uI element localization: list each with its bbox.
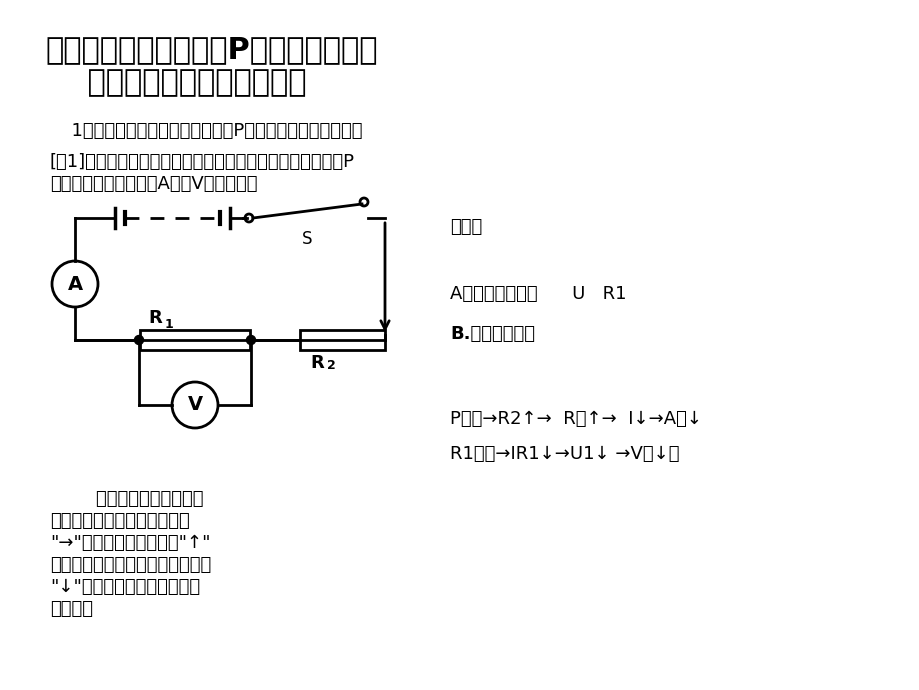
Text: 1．串联电路中滑动变阻器的滑片P的位置的变化引起的变化: 1．串联电路中滑动变阻器的滑片P的位置的变化引起的变化	[60, 122, 362, 140]
Text: 一、滑动变阻器的滑片P的位置的变化引: 一、滑动变阻器的滑片P的位置的变化引	[45, 35, 377, 64]
Text: 数减小。: 数减小。	[50, 600, 93, 618]
Text: S: S	[301, 230, 312, 248]
Text: R1不变→IR1↓→U1↓ →V表↓。: R1不变→IR1↓→U1↓ →V表↓。	[449, 445, 679, 463]
Text: [例1]如下图，是典型的伏安法测电阻的实验电路图，当滑片P: [例1]如下图，是典型的伏安法测电阻的实验电路图，当滑片P	[50, 153, 355, 171]
Text: 本题中，为了分析表达: 本题中，为了分析表达	[50, 490, 203, 508]
Circle shape	[246, 335, 255, 344]
Text: A．不变的物理量      U   R1: A．不变的物理量 U R1	[449, 285, 626, 303]
Text: B.电路动态分析: B.电路动态分析	[449, 325, 535, 343]
Text: 1: 1	[165, 318, 174, 331]
Text: 向右移动时，请你判断A表和V表的变化。: 向右移动时，请你判断A表和V表的变化。	[50, 175, 257, 193]
Text: "→"表示引起电路变化；"↑": "→"表示引起电路变化；"↑"	[50, 534, 210, 552]
Text: 的简洁，我们约定一套符号：: 的简洁，我们约定一套符号：	[50, 512, 189, 530]
Text: 2: 2	[326, 359, 335, 372]
Text: R: R	[310, 354, 323, 372]
Bar	[140, 330, 250, 350]
Text: R: R	[148, 309, 162, 327]
Text: 分析：: 分析：	[449, 218, 482, 236]
Text: V: V	[187, 395, 202, 415]
Circle shape	[134, 335, 143, 344]
Bar	[300, 330, 384, 350]
Text: 起电路中电学物理量的变化: 起电路中电学物理量的变化	[45, 68, 306, 97]
Text: "↓"表示物理量减小或电表示: "↓"表示物理量减小或电表示	[50, 578, 200, 596]
Text: 表示物理量增大或电表示数增大；: 表示物理量增大或电表示数增大；	[50, 556, 211, 574]
Text: P右移→R2↑→  R总↑→  I↓→A表↓: P右移→R2↑→ R总↑→ I↓→A表↓	[449, 410, 701, 428]
Text: A: A	[67, 275, 83, 293]
